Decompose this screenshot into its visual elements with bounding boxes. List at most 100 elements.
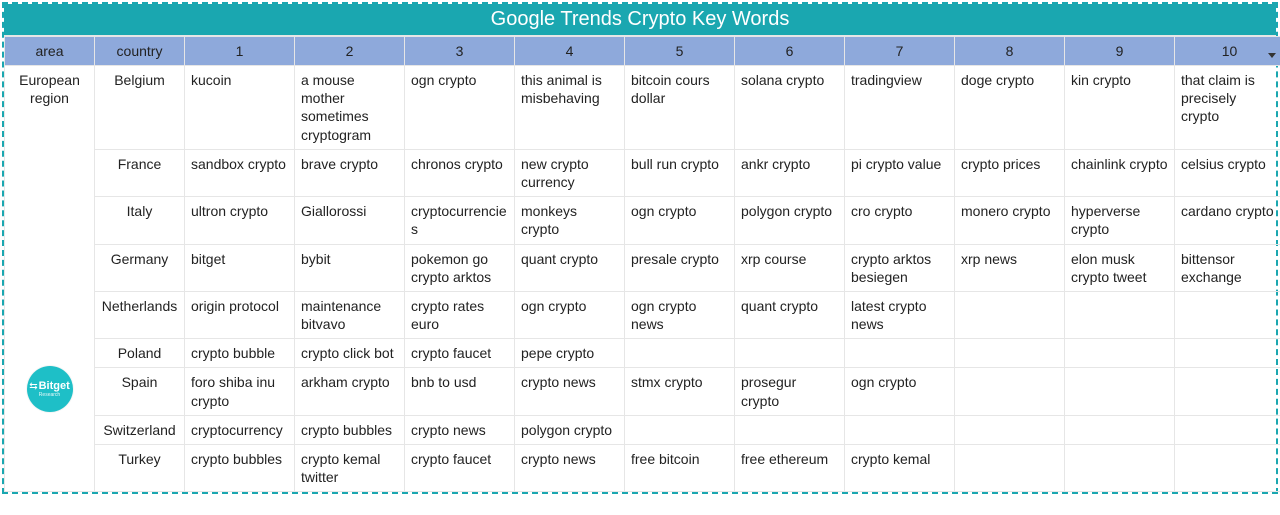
keyword-cell: kucoin: [185, 66, 295, 150]
keyword-cell: crypto news: [515, 445, 625, 492]
swap-icon: ⇆: [29, 381, 37, 392]
keyword-cell: brave crypto: [295, 149, 405, 196]
page-title: Google Trends Crypto Key Words: [4, 4, 1276, 36]
keyword-cell: stmx crypto: [625, 368, 735, 415]
keyword-cell: crypto prices: [955, 149, 1065, 196]
sort-desc-icon: [1268, 53, 1276, 58]
table-row: Italyultron cryptoGiallorossicryptocurre…: [5, 197, 1280, 244]
col-8[interactable]: 8: [955, 37, 1065, 66]
keyword-cell: [1065, 291, 1175, 338]
keyword-cell: cardano crypto: [1175, 197, 1280, 244]
country-cell: Belgium: [95, 66, 185, 150]
col-7[interactable]: 7: [845, 37, 955, 66]
col-country[interactable]: country: [95, 37, 185, 66]
col-5[interactable]: 5: [625, 37, 735, 66]
table-row: European region⇆BitgetResearchBelgiumkuc…: [5, 66, 1280, 150]
keyword-cell: [1065, 415, 1175, 444]
keyword-cell: [1175, 415, 1280, 444]
keyword-cell: monkeys crypto: [515, 197, 625, 244]
keyword-cell: polygon crypto: [735, 197, 845, 244]
area-cell: European region ⇆BitgetResearch: [5, 66, 95, 492]
keyword-cell: [845, 415, 955, 444]
keyword-cell: cryptocurrencies: [405, 197, 515, 244]
keyword-cell: bitget: [185, 244, 295, 291]
country-cell: Italy: [95, 197, 185, 244]
keyword-cell: crypto click bot: [295, 339, 405, 368]
keyword-cell: bull run crypto: [625, 149, 735, 196]
keyword-cell: Giallorossi: [295, 197, 405, 244]
bitget-logo: ⇆BitgetResearch: [27, 366, 73, 412]
col-3[interactable]: 3: [405, 37, 515, 66]
keyword-cell: new crypto currency: [515, 149, 625, 196]
keyword-cell: crypto bubble: [185, 339, 295, 368]
keyword-cell: monero crypto: [955, 197, 1065, 244]
keyword-cell: tradingview: [845, 66, 955, 150]
keyword-cell: [1175, 291, 1280, 338]
keyword-cell: crypto news: [405, 415, 515, 444]
col-area[interactable]: area: [5, 37, 95, 66]
country-cell: Germany: [95, 244, 185, 291]
keyword-cell: prosegur crypto: [735, 368, 845, 415]
keyword-cell: [955, 339, 1065, 368]
keyword-cell: celsius crypto: [1175, 149, 1280, 196]
keyword-cell: hyperverse crypto: [1065, 197, 1175, 244]
col-1[interactable]: 1: [185, 37, 295, 66]
keyword-cell: kin crypto: [1065, 66, 1175, 150]
keyword-cell: [1175, 445, 1280, 492]
keyword-cell: ogn crypto: [845, 368, 955, 415]
keyword-cell: that claim is precisely crypto: [1175, 66, 1280, 150]
logo-sub: Research: [39, 393, 60, 398]
col-4[interactable]: 4: [515, 37, 625, 66]
keyword-cell: pi crypto value: [845, 149, 955, 196]
keyword-cell: polygon crypto: [515, 415, 625, 444]
keyword-cell: [1175, 339, 1280, 368]
keyword-cell: crypto arktos besiegen: [845, 244, 955, 291]
col-9[interactable]: 9: [1065, 37, 1175, 66]
col-10[interactable]: 10: [1175, 37, 1280, 66]
keywords-table: area country 1 2 3 4 5 6 7 8 9 10 Europe…: [4, 36, 1280, 492]
col-2[interactable]: 2: [295, 37, 405, 66]
keyword-cell: [955, 445, 1065, 492]
keyword-cell: [955, 291, 1065, 338]
keyword-cell: chainlink crypto: [1065, 149, 1175, 196]
keyword-cell: solana crypto: [735, 66, 845, 150]
table-row: Francesandbox cryptobrave cryptochronos …: [5, 149, 1280, 196]
keyword-cell: bnb to usd: [405, 368, 515, 415]
col-6[interactable]: 6: [735, 37, 845, 66]
header-row: area country 1 2 3 4 5 6 7 8 9 10: [5, 37, 1280, 66]
keyword-cell: cro crypto: [845, 197, 955, 244]
keyword-cell: ultron crypto: [185, 197, 295, 244]
keyword-cell: ogn crypto: [515, 291, 625, 338]
keyword-cell: crypto news: [515, 368, 625, 415]
keyword-cell: quant crypto: [735, 291, 845, 338]
keyword-cell: [735, 415, 845, 444]
country-cell: Switzerland: [95, 415, 185, 444]
keyword-cell: bybit: [295, 244, 405, 291]
keyword-cell: ogn crypto news: [625, 291, 735, 338]
table-row: Spainforo shiba inu cryptoarkham cryptob…: [5, 368, 1280, 415]
keyword-cell: [1175, 368, 1280, 415]
table-row: Switzerlandcryptocurrencycrypto bubblesc…: [5, 415, 1280, 444]
keyword-cell: presale crypto: [625, 244, 735, 291]
table-row: Netherlandsorigin protocolmaintenance bi…: [5, 291, 1280, 338]
keyword-cell: [955, 368, 1065, 415]
table-row: Germanybitgetbybitpokemon go crypto arkt…: [5, 244, 1280, 291]
keyword-cell: crypto faucet: [405, 339, 515, 368]
keyword-cell: [1065, 339, 1175, 368]
keyword-cell: ogn crypto: [625, 197, 735, 244]
keyword-cell: latest crypto news: [845, 291, 955, 338]
country-cell: Poland: [95, 339, 185, 368]
table-row: Turkeycrypto bubblescrypto kemal twitter…: [5, 445, 1280, 492]
keyword-cell: ankr crypto: [735, 149, 845, 196]
area-label: European region: [11, 71, 88, 107]
keyword-cell: cryptocurrency: [185, 415, 295, 444]
keyword-cell: crypto kemal twitter: [295, 445, 405, 492]
keyword-cell: crypto rates euro: [405, 291, 515, 338]
keyword-cell: quant crypto: [515, 244, 625, 291]
keyword-cell: xrp course: [735, 244, 845, 291]
keyword-cell: [955, 415, 1065, 444]
keyword-cell: elon musk crypto tweet: [1065, 244, 1175, 291]
keyword-cell: pokemon go crypto arktos: [405, 244, 515, 291]
logo-brand: Bitget: [39, 380, 70, 392]
keyword-cell: xrp news: [955, 244, 1065, 291]
